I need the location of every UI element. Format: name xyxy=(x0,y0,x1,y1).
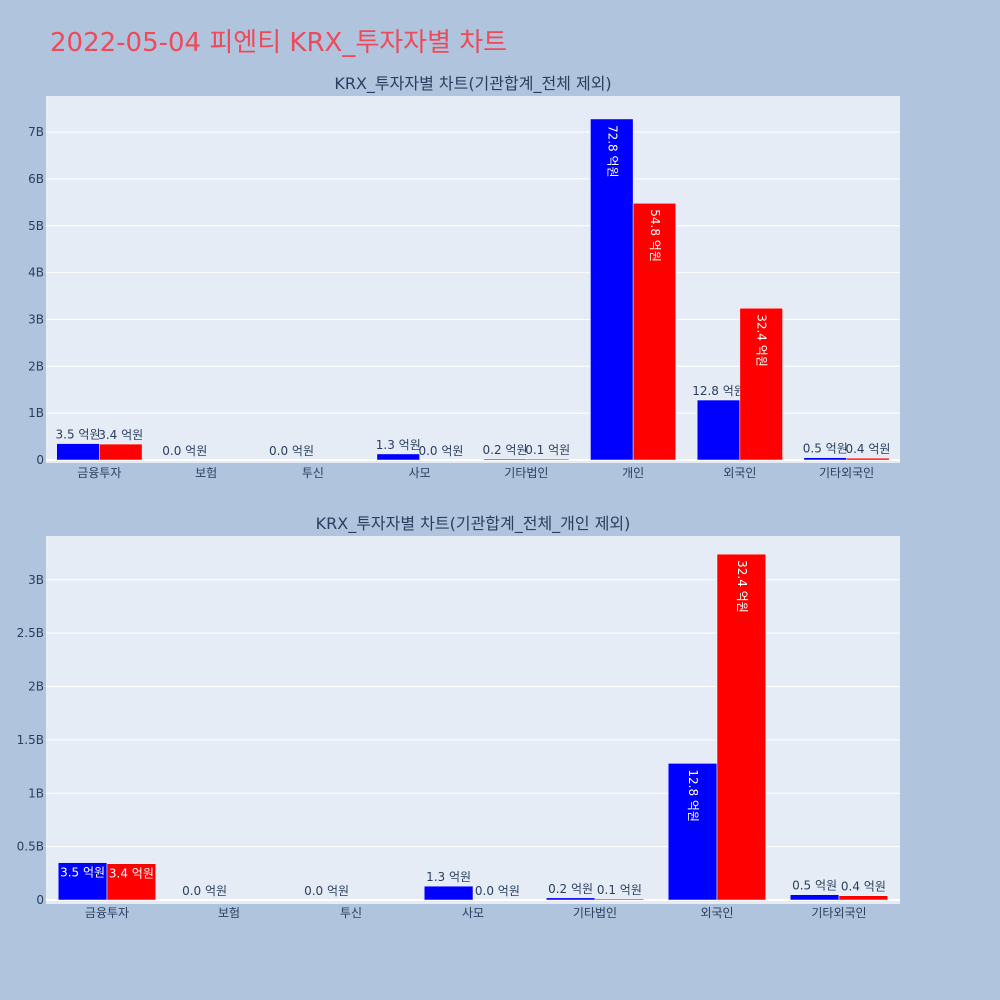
bar-value-label: 0.5 억원 xyxy=(792,879,837,893)
bar xyxy=(789,894,840,901)
bar-value-label: 72.8 억원 xyxy=(605,125,619,178)
bar xyxy=(739,307,783,461)
bar-value-label: 12.8 억원 xyxy=(686,769,700,822)
bar-value-label: 0.1 억원 xyxy=(597,883,642,897)
y-tick-label: 1B xyxy=(28,406,44,420)
bar xyxy=(56,443,100,461)
bar xyxy=(803,457,847,461)
x-tick-label: 외국인 xyxy=(723,466,756,480)
x-tick-label: 투신 xyxy=(302,466,324,480)
bar-value-label: 0.5 억원 xyxy=(803,442,848,456)
x-tick-label: 개인 xyxy=(622,466,644,480)
bar-value-label: 0.2 억원 xyxy=(483,443,528,457)
bar-value-label: 3.4 억원 xyxy=(109,867,154,881)
bar-value-label: 1.3 억원 xyxy=(426,870,471,884)
bar xyxy=(696,399,741,461)
bar xyxy=(376,453,420,461)
bar-value-label: 32.4 억원 xyxy=(735,560,749,613)
x-tick-label: 기타법인 xyxy=(504,466,548,480)
y-tick-label: 3B xyxy=(28,573,44,587)
bar xyxy=(423,885,474,901)
x-tick-label: 보험 xyxy=(218,906,240,920)
bar-value-label: 0.0 억원 xyxy=(162,444,207,458)
y-tick-label: 4B xyxy=(28,266,44,280)
bar xyxy=(526,458,570,461)
plot-area xyxy=(46,536,900,904)
y-tick-label: 0 xyxy=(36,453,44,467)
y-tick-label: 6B xyxy=(28,172,44,186)
y-tick-label: 0.5B xyxy=(17,840,44,854)
bar-value-label: 54.8 억원 xyxy=(648,209,662,262)
bar-value-label: 3.4 억원 xyxy=(98,428,143,442)
bar xyxy=(716,553,767,901)
bar xyxy=(838,895,889,901)
chart-excluding-institutions: KRX_투자자별 차트(기관합계_전체 제외) 0 1B 2B 3B 4B 5B 6B 7B 금융… xyxy=(28,74,900,480)
bar-value-label: 32.4 억원 xyxy=(755,314,769,367)
bar xyxy=(590,118,634,461)
x-tick-label: 기타외국인 xyxy=(819,466,874,480)
y-tick-label: 1B xyxy=(28,786,44,800)
bar-value-label: 1.3 억원 xyxy=(376,438,421,452)
bar xyxy=(846,457,890,461)
x-tick-label: 사모 xyxy=(409,466,431,480)
x-tick-label: 금융투자 xyxy=(85,906,129,920)
y-tick-label: 2.5B xyxy=(17,626,44,640)
x-tick-label: 외국인 xyxy=(700,906,733,920)
bar-value-label: 0.4 억원 xyxy=(841,880,886,894)
y-tick-label: 2B xyxy=(28,680,44,694)
bar xyxy=(106,863,157,901)
bar-value-label: 3.5 억원 xyxy=(56,428,101,442)
y-tick-label: 1.5B xyxy=(17,733,44,747)
bar-value-label: 0.0 억원 xyxy=(418,444,463,458)
bar xyxy=(594,898,645,901)
y-tick-label: 0 xyxy=(36,893,44,907)
x-tick-label: 기타외국인 xyxy=(811,906,866,920)
bar xyxy=(57,862,108,901)
chart-title: KRX_투자자별 차트(기관합계_전체_개인 제외) xyxy=(316,514,631,534)
chart-excluding-institutions-and-individuals: KRX_투자자별 차트(기관합계_전체_개인 제외) 0 0.5B 1B 1.5B 2B 2… xyxy=(17,514,900,920)
bar-value-label: 3.5 억원 xyxy=(60,866,105,880)
x-tick-label: 사모 xyxy=(462,906,484,920)
x-tick-label: 투신 xyxy=(340,906,362,920)
y-tick-label: 7B xyxy=(28,125,44,139)
bar-value-label: 0.0 억원 xyxy=(304,884,349,898)
bar xyxy=(545,897,596,901)
bar-value-label: 0.0 억원 xyxy=(475,884,520,898)
bar-value-label: 12.8 억원 xyxy=(692,384,745,398)
x-tick-label: 보험 xyxy=(195,466,217,480)
bar xyxy=(483,458,527,461)
x-tick-label: 금융투자 xyxy=(77,466,121,480)
y-tick-label: 3B xyxy=(28,312,44,326)
bar-value-label: 0.1 억원 xyxy=(525,443,570,457)
bar-value-label: 0.0 억원 xyxy=(269,444,314,458)
bar-value-label: 0.2 억원 xyxy=(548,882,593,896)
bar xyxy=(667,763,718,901)
chart-title: KRX_투자자별 차트(기관합계_전체 제외) xyxy=(334,74,611,94)
bar-value-label: 0.0 억원 xyxy=(182,884,227,898)
bar xyxy=(99,443,143,461)
bar xyxy=(632,203,677,461)
bar-value-label: 0.4 억원 xyxy=(845,442,890,456)
page-title: 2022-05-04 피엔티 KRX_투자자별 차트 xyxy=(50,28,508,58)
y-tick-label: 2B xyxy=(28,359,44,373)
x-tick-label: 기타법인 xyxy=(573,906,617,920)
y-tick-label: 5B xyxy=(28,219,44,233)
